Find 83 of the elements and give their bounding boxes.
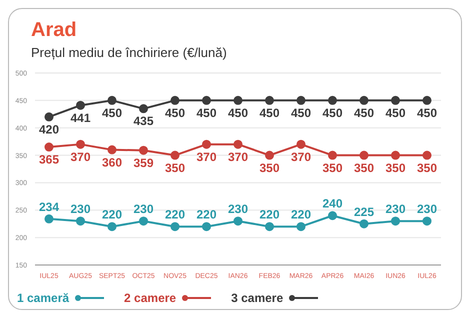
data-label: 220 (164, 208, 186, 222)
point (296, 140, 306, 149)
point (139, 216, 148, 226)
data-label: 225 (354, 204, 374, 219)
data-label: 450 (322, 106, 343, 120)
data-label: 420 (38, 122, 60, 136)
point (328, 150, 337, 160)
point (170, 222, 180, 232)
data-label: 220 (102, 208, 122, 222)
point (360, 219, 368, 228)
point (234, 140, 242, 149)
point (391, 150, 400, 160)
data-label: 350 (322, 160, 343, 175)
data-label: 220 (290, 208, 312, 222)
data-label: 370 (290, 150, 312, 164)
point (422, 150, 432, 160)
data-label: 234 (38, 200, 60, 214)
data-label: 435 (133, 114, 154, 128)
data-label: 350 (416, 160, 438, 175)
point (139, 146, 148, 155)
legend-label: 1 cameră (17, 291, 70, 305)
data-label: 365 (38, 152, 60, 167)
data-label: 350 (385, 160, 406, 175)
legend-label: 3 camere (231, 291, 284, 305)
data-label: 350 (354, 160, 374, 175)
data-label: 350 (164, 160, 186, 175)
point (108, 145, 116, 154)
data-label: 360 (102, 155, 122, 170)
point (202, 140, 211, 149)
point (360, 96, 368, 105)
point (44, 142, 54, 152)
data-label: 450 (259, 106, 280, 120)
point (391, 96, 400, 105)
data-label: 230 (133, 202, 154, 216)
data-label: 230 (416, 202, 438, 216)
point (76, 140, 85, 149)
point (296, 222, 306, 232)
data-label: 359 (133, 156, 154, 170)
point (234, 96, 242, 105)
data-label: 370 (70, 150, 91, 164)
data-label: 240 (322, 196, 343, 211)
data-label: 450 (290, 106, 312, 120)
data-label: 230 (385, 202, 406, 216)
point (108, 96, 116, 105)
point (170, 150, 180, 160)
data-label: 350 (259, 160, 280, 175)
point (422, 216, 432, 226)
data-label: 230 (70, 202, 91, 216)
data-label: 450 (354, 106, 374, 120)
chart-title: Arad (31, 19, 77, 42)
point (76, 216, 85, 226)
point (170, 96, 180, 105)
data-label: 450 (102, 106, 122, 120)
point (108, 222, 116, 232)
point (202, 96, 211, 105)
chart-subtitle: Prețul mediu de închiriere (€/lună) (31, 45, 227, 60)
point (44, 214, 54, 224)
data-label: 220 (259, 208, 280, 222)
point (265, 150, 274, 160)
point (234, 216, 242, 226)
data-label: 450 (196, 106, 217, 120)
data-label: 370 (196, 150, 217, 164)
data-label: 450 (416, 106, 438, 120)
point (202, 222, 211, 232)
data-label: 441 (70, 110, 91, 125)
point (76, 100, 85, 110)
point (265, 96, 274, 105)
point (360, 150, 368, 160)
point (139, 104, 148, 114)
point (265, 222, 274, 232)
data-label: 450 (164, 106, 186, 120)
point (296, 96, 306, 105)
point (328, 96, 337, 105)
data-label: 450 (228, 106, 248, 120)
point (328, 211, 337, 220)
data-label: 370 (228, 150, 248, 164)
data-label: 230 (228, 202, 248, 216)
legend-label: 2 camere (124, 291, 178, 305)
point (422, 96, 432, 105)
data-label: 450 (385, 106, 406, 120)
data-label: 220 (196, 208, 217, 222)
point (44, 112, 54, 122)
point (391, 216, 400, 226)
